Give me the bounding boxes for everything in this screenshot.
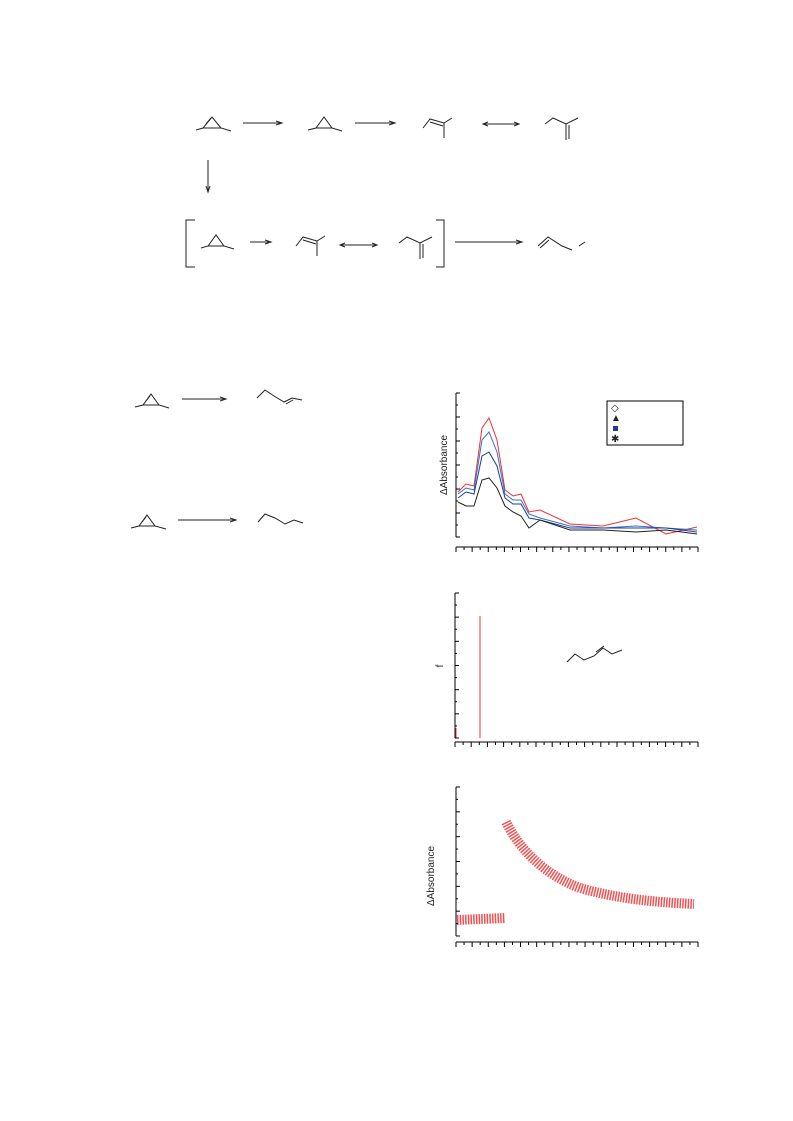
legend-box xyxy=(606,400,684,446)
trace xyxy=(457,451,698,533)
trace xyxy=(457,477,698,535)
oscillator-strength: f xyxy=(435,593,698,743)
y-axis-label: ΔAbsorbance xyxy=(439,435,450,495)
legend-marker: ✱ xyxy=(611,434,619,445)
reaction-scheme xyxy=(130,116,586,530)
trace xyxy=(457,431,698,531)
legend-marker xyxy=(613,426,618,431)
trace-band xyxy=(501,819,695,909)
kinetic-trace: ΔAbsorbance xyxy=(426,787,698,943)
trace xyxy=(457,416,698,535)
absorbance-spectrum: ΔAbsorbance ◇ ▲ ✱ xyxy=(439,393,698,548)
y-axis-label: ΔAbsorbance xyxy=(426,846,437,906)
legend-marker: ▲ xyxy=(611,413,621,424)
tick-marks xyxy=(454,392,699,947)
trace-band xyxy=(456,913,506,925)
y-axis-label: f xyxy=(435,664,446,667)
legend-marker: ◇ xyxy=(611,403,619,414)
